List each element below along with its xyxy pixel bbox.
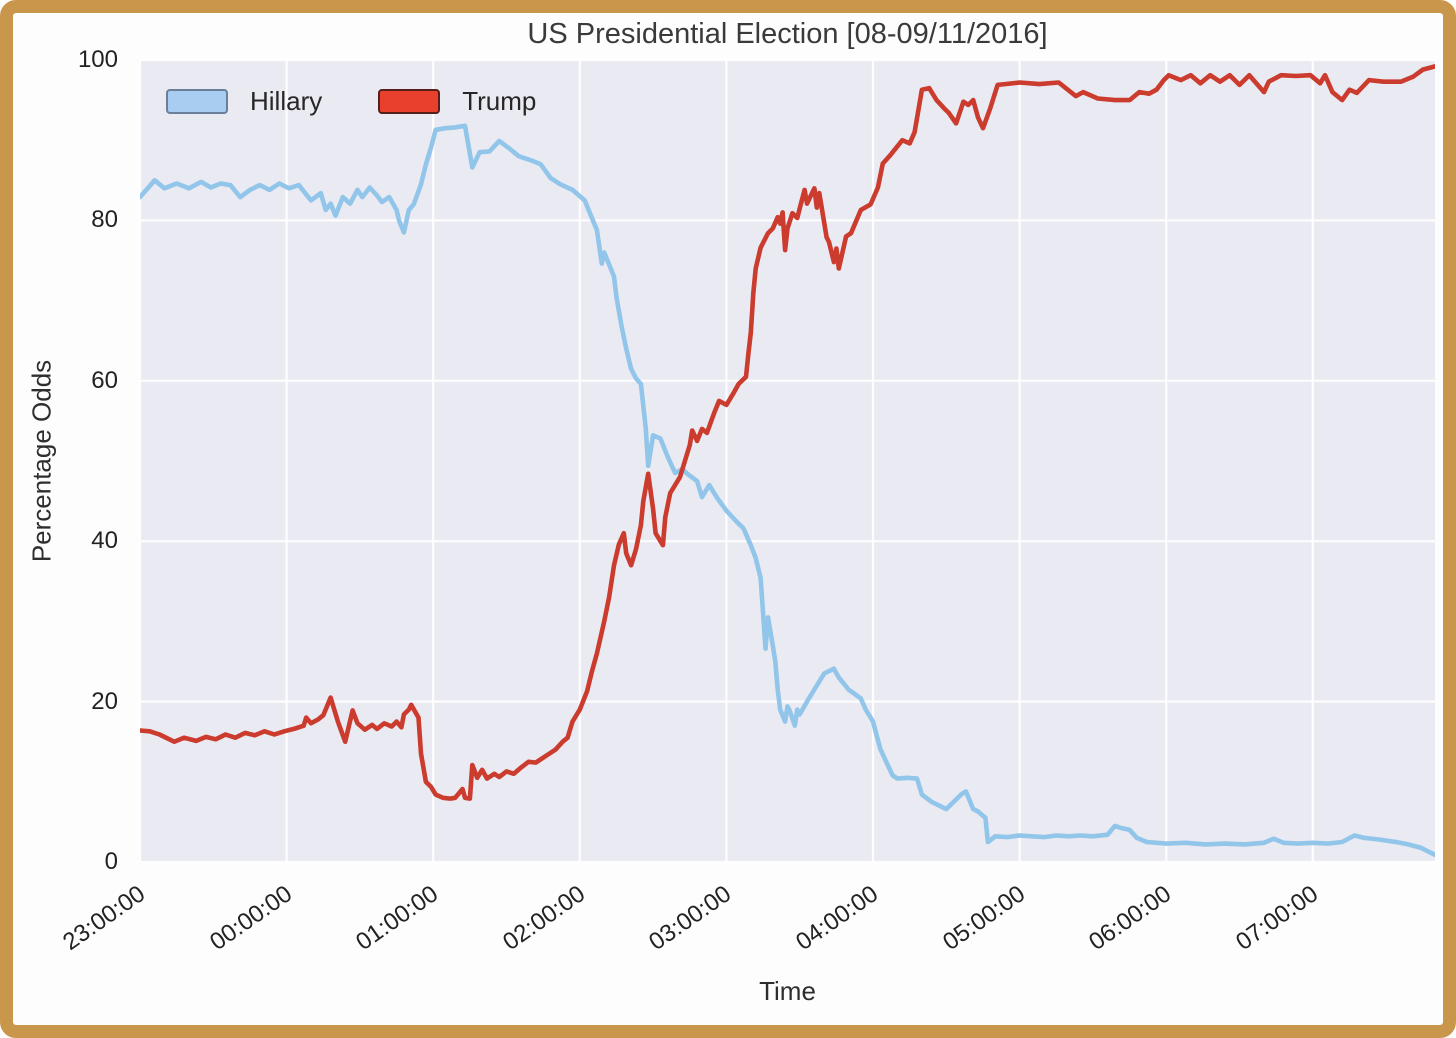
y-tick-label: 100 (77, 46, 118, 73)
x-axis-label: Time (759, 976, 816, 1006)
trump-line (140, 64, 1435, 801)
y-tick-label: 0 (104, 848, 118, 875)
y-tick-label: 20 (91, 687, 118, 715)
y-tick-label: 40 (91, 527, 118, 555)
legend-swatch-trump (378, 89, 441, 114)
y-tick-label: 60 (91, 366, 118, 394)
chart-title: US Presidential Election [08-09/11/2016] (527, 18, 1048, 50)
hillary-line (140, 123, 1435, 858)
legend-label-trump: Trump (462, 86, 537, 116)
legend-swatch-hillary (166, 89, 228, 114)
y-tick-label: 80 (91, 206, 118, 234)
legend-label-hillary: Hillary (250, 86, 323, 116)
plot-background (140, 60, 1435, 862)
legend: Hillary Trump (166, 86, 536, 117)
